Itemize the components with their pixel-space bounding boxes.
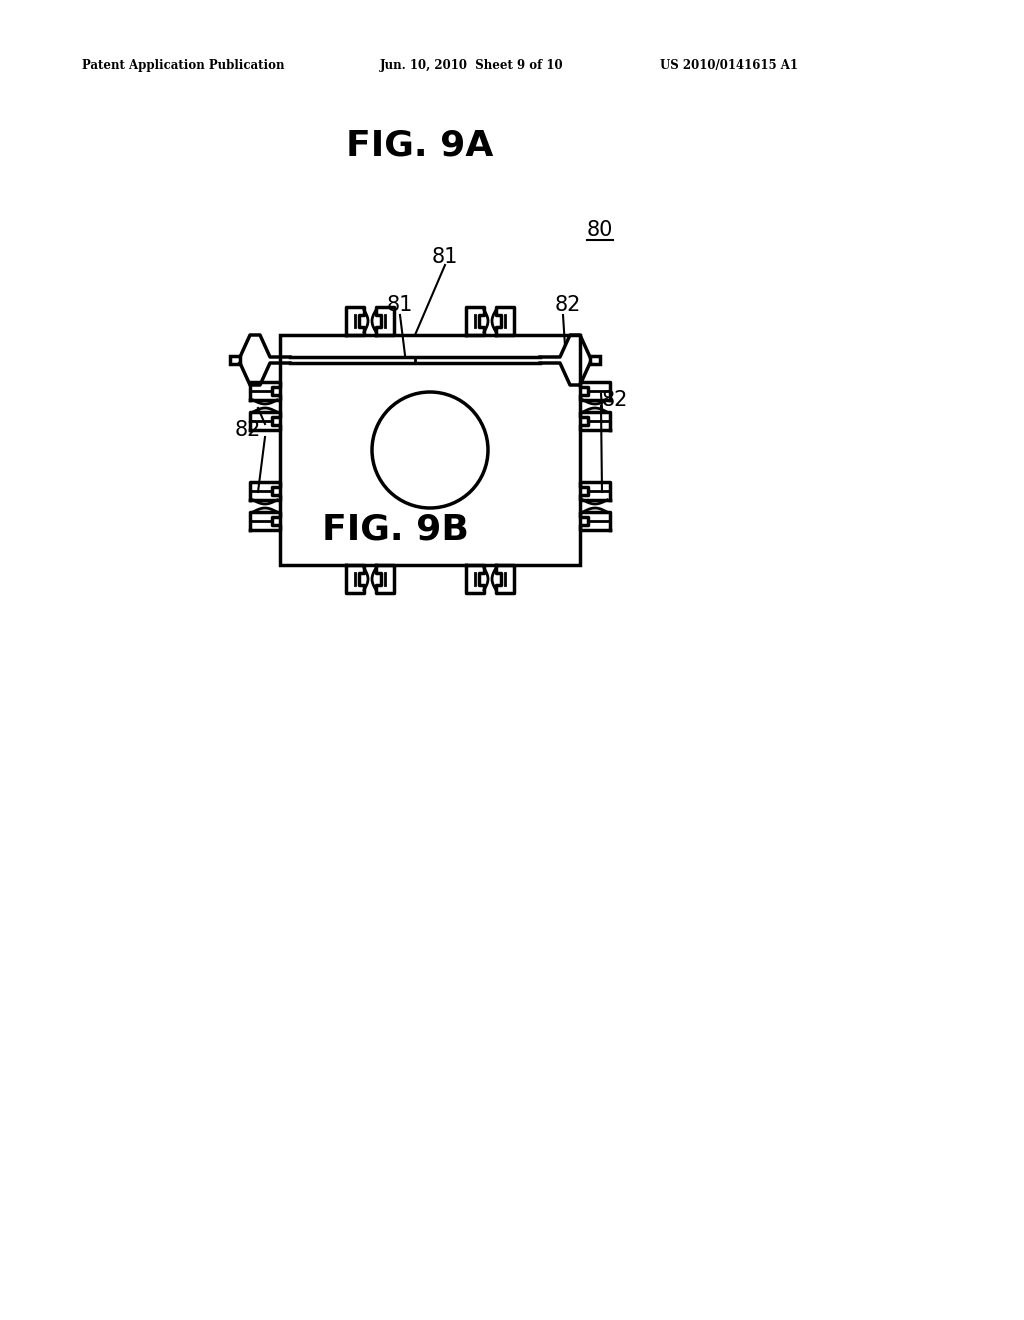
- Text: Jun. 10, 2010  Sheet 9 of 10: Jun. 10, 2010 Sheet 9 of 10: [380, 58, 563, 71]
- Text: 81: 81: [387, 294, 414, 315]
- Text: 82: 82: [234, 420, 261, 440]
- Text: FIG. 9A: FIG. 9A: [346, 128, 494, 162]
- Text: 81: 81: [432, 247, 458, 267]
- Text: 80: 80: [587, 220, 613, 240]
- Bar: [280, 335, 580, 565]
- Text: US 2010/0141615 A1: US 2010/0141615 A1: [660, 58, 798, 71]
- Text: Patent Application Publication: Patent Application Publication: [82, 58, 285, 71]
- Bar: [590, 356, 600, 364]
- Text: 82: 82: [602, 389, 628, 411]
- Text: FIG. 9B: FIG. 9B: [322, 513, 468, 546]
- Text: 82: 82: [555, 294, 582, 315]
- Bar: [230, 356, 240, 364]
